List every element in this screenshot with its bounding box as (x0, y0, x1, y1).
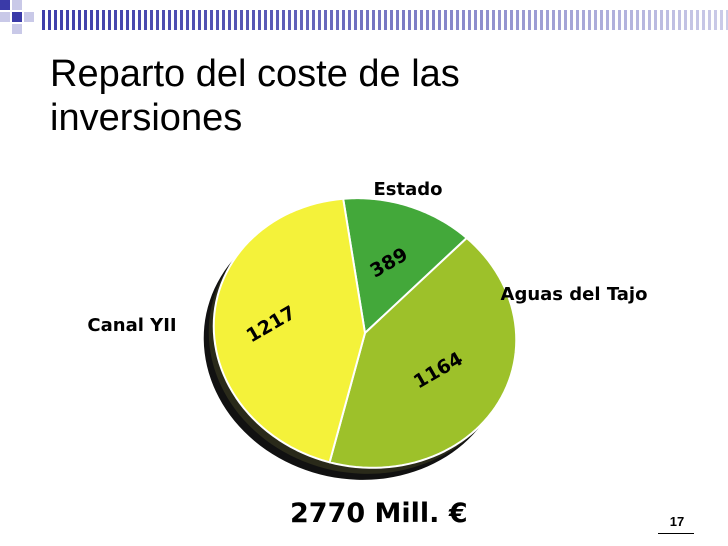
deco-square (12, 0, 22, 10)
pie-category-label: Canal YII (87, 315, 176, 336)
deco-square (0, 12, 10, 22)
pie-category-label: Estado (373, 179, 442, 200)
deco-square (12, 24, 22, 34)
deco-square (12, 12, 22, 22)
deco-square (24, 12, 34, 22)
page-number: 17 (669, 514, 685, 529)
total-label: 2770 Mill. € (290, 498, 468, 529)
slide-title: Reparto del coste de las inversiones (50, 52, 610, 140)
header-decoration (0, 0, 728, 34)
title-line-1: Reparto del coste de las (50, 53, 460, 95)
pie-slice-canal-yii (212, 197, 366, 464)
pie-slice-aguas-del-tajo (328, 237, 518, 469)
pie-category-label: Aguas del Tajo (501, 284, 648, 305)
pie-slice-estado (342, 197, 468, 334)
page-number-rule (658, 533, 694, 534)
title-line-2: inversiones (50, 97, 243, 139)
deco-square (0, 0, 10, 10)
